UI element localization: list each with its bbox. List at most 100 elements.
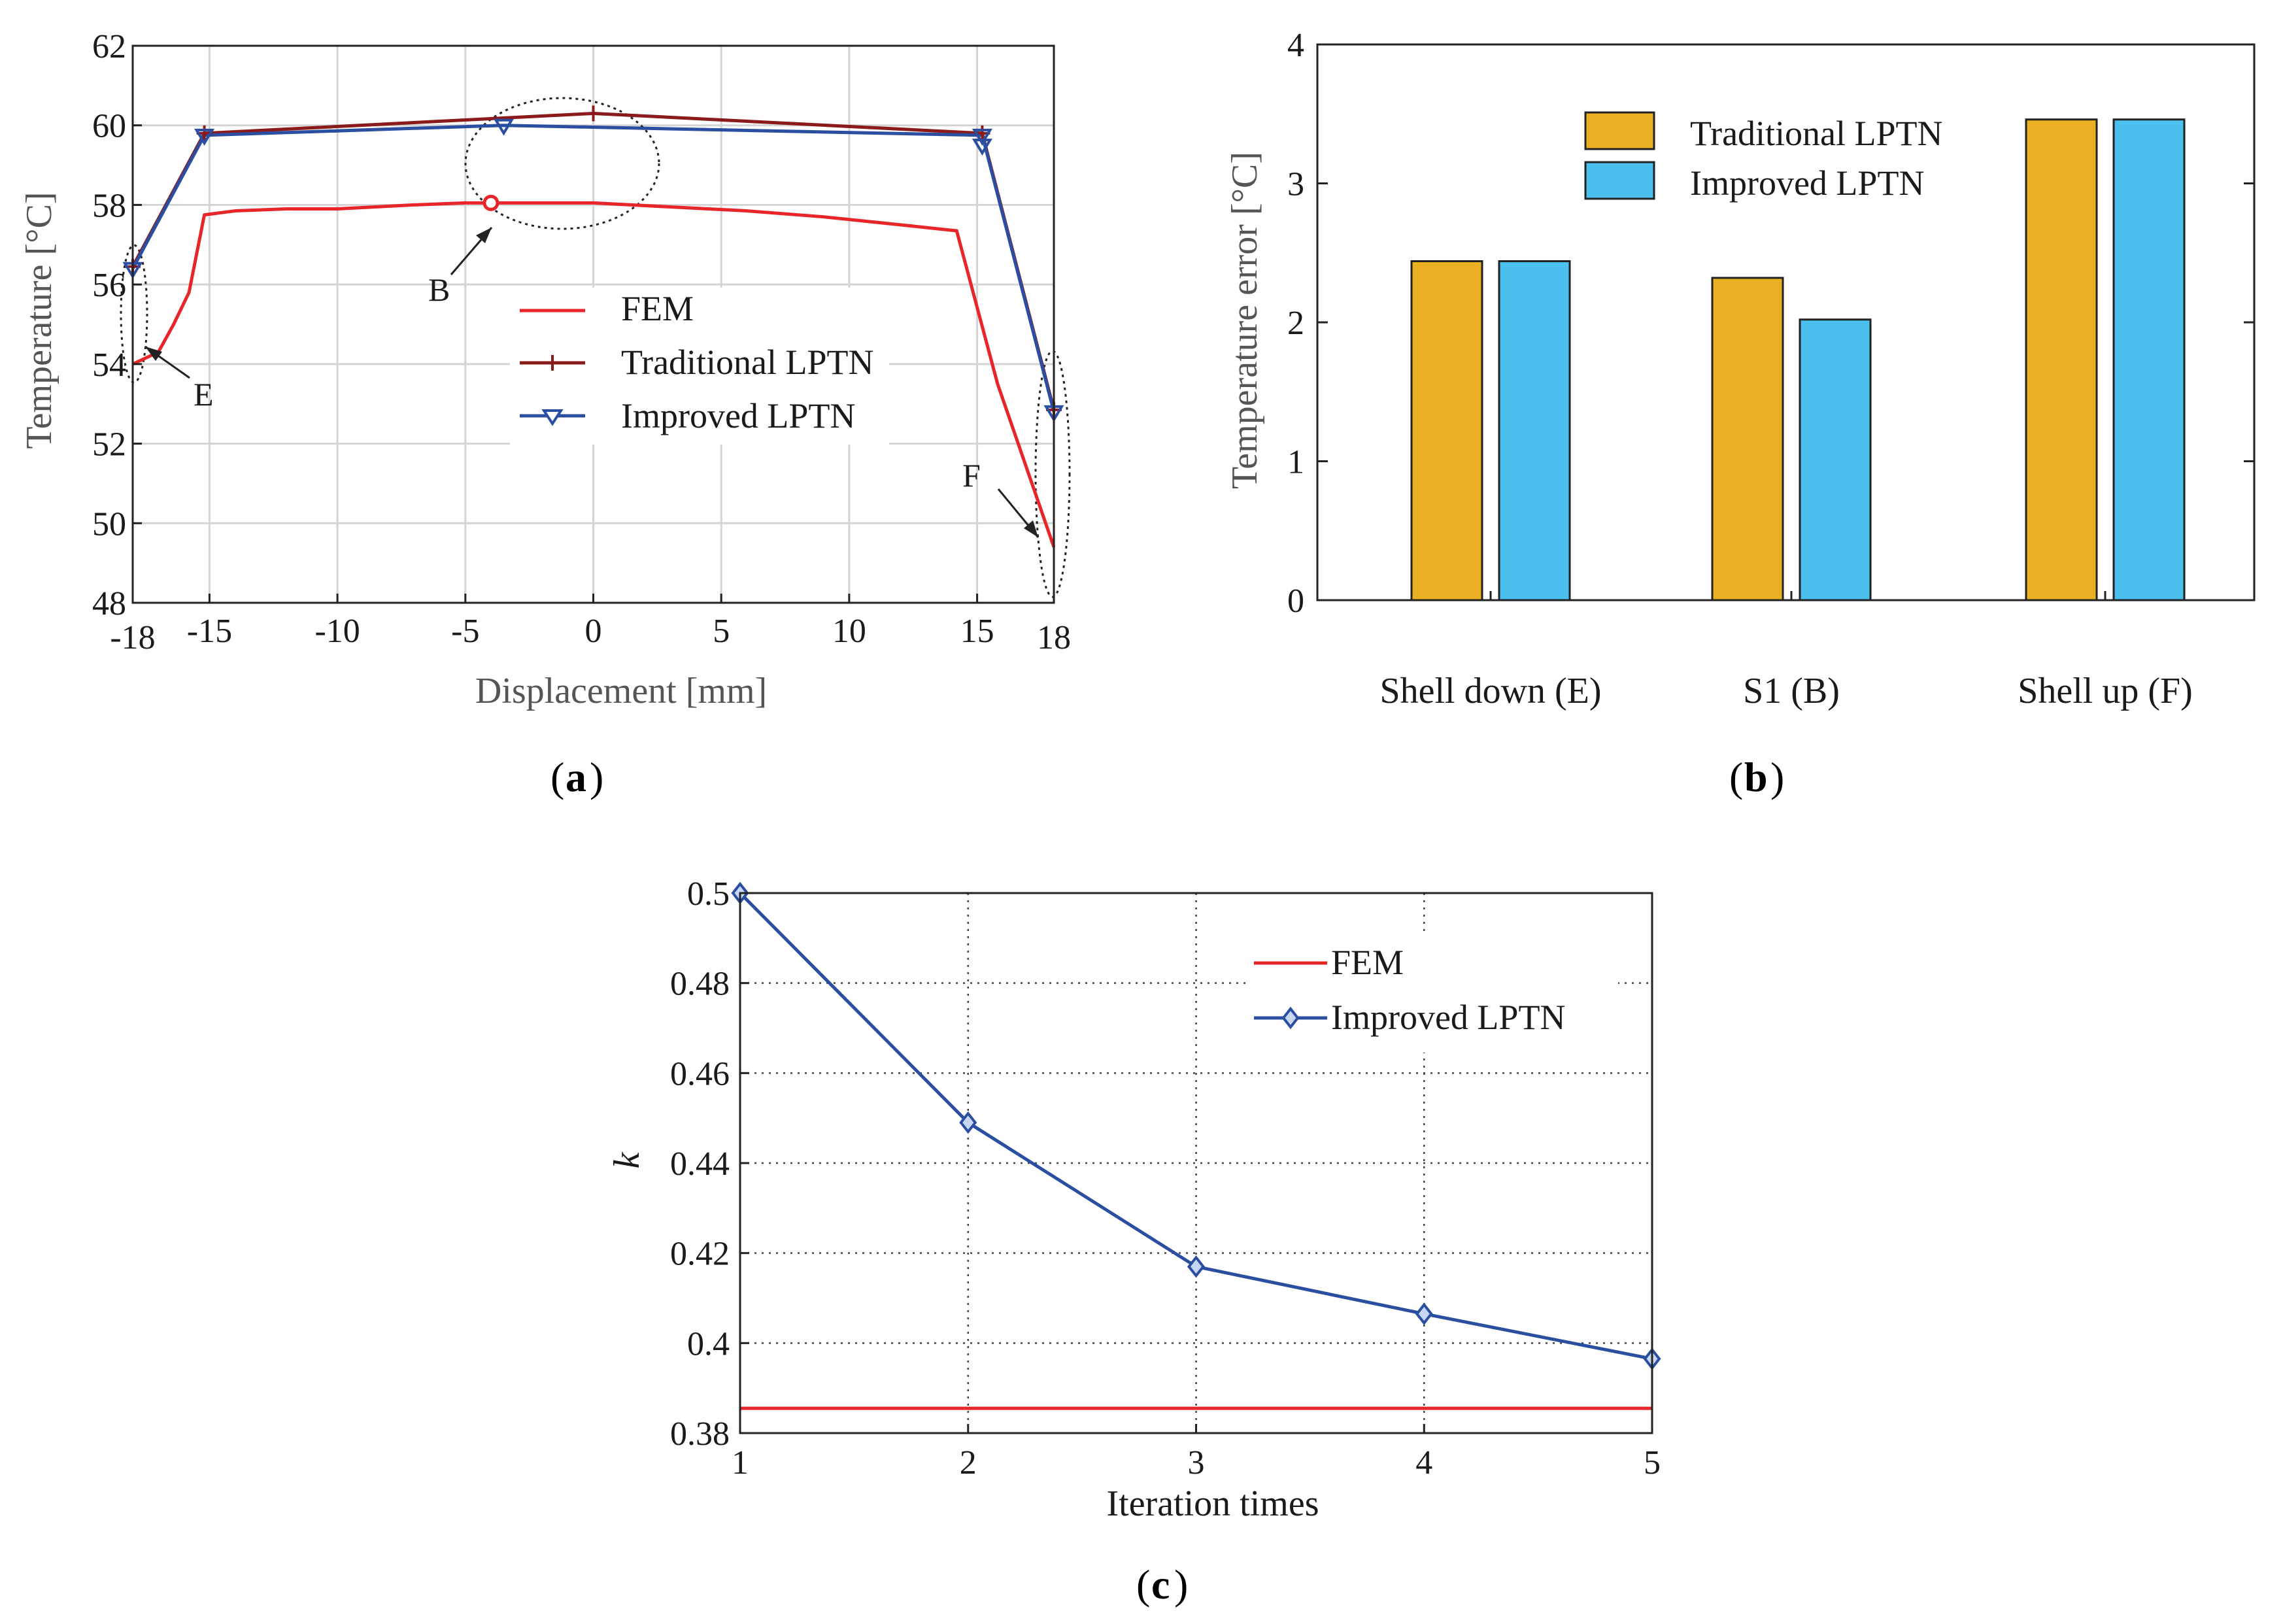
annotation-b: B xyxy=(428,227,493,308)
x-tick-label: -15 xyxy=(187,613,232,650)
legend-b-improved: Improved LPTN xyxy=(1690,163,1924,203)
category-label: S1 (B) xyxy=(1743,671,1840,711)
y-tick-label: 0 xyxy=(1287,583,1304,620)
annotation-b-label: B xyxy=(428,271,450,308)
y-tick-label: 56 xyxy=(92,267,126,304)
panel-a-xlabel: Displacement [mm] xyxy=(475,671,767,711)
panel-c-xlabel: Iteration times xyxy=(1106,1483,1319,1524)
series-line-0 xyxy=(131,201,1056,548)
svg-text:): ) xyxy=(590,754,603,800)
legend-c-fem: FEM xyxy=(1331,943,1404,982)
panel-c-ylabel: k xyxy=(607,1151,647,1168)
x-tick-label: 1 xyxy=(732,1444,749,1481)
svg-text:(: ( xyxy=(1729,754,1743,800)
svg-text:(: ( xyxy=(550,754,564,800)
caption-a-letter: a xyxy=(566,754,586,800)
svg-text:): ) xyxy=(1174,1561,1188,1608)
bar xyxy=(2025,118,2098,601)
panel-b-legend: Traditional LPTN Improved LPTN xyxy=(1584,111,1943,203)
annotation-f-label: F xyxy=(962,457,981,494)
triangle-marker xyxy=(972,128,992,146)
caption-b: ( b ) xyxy=(1729,754,1784,800)
panel-b-category-labels: Shell down (E) S1 (B) Shell up (F) xyxy=(1379,671,2192,711)
legend-b-improved-swatch xyxy=(1584,161,1655,200)
legend-a-improved: Improved LPTN xyxy=(621,396,855,435)
bar xyxy=(1410,260,1483,601)
legend-b-traditional: Traditional LPTN xyxy=(1690,114,1943,153)
x-tick-label: 5 xyxy=(713,613,730,650)
caption-c-letter: c xyxy=(1151,1561,1170,1608)
panel-a-legend: FEM Traditional LPTN Improved LPTN xyxy=(510,288,889,445)
y-tick-label: 0.4 xyxy=(687,1325,730,1362)
panel-b-ylabel: Temperature error [°C] xyxy=(1225,152,1265,489)
y-tick-label: 0.5 xyxy=(687,875,730,913)
panel-a-ticks: -18 -15 -10 -5 0 5 10 15 18 48 50 52 54 56 58 60 62 xyxy=(92,28,1071,656)
triangle-marker xyxy=(493,118,515,136)
x-tick-label: -10 xyxy=(314,613,360,650)
x-tick-label: -5 xyxy=(451,613,479,650)
y-tick-label: 50 xyxy=(92,505,126,543)
panel-c-legend: FEM Improved LPTN xyxy=(1245,932,1618,1053)
y-tick-label: 0.44 xyxy=(670,1145,730,1183)
x-tick-label: 4 xyxy=(1415,1444,1432,1481)
y-tick-label: 58 xyxy=(92,187,126,224)
x-tick-label: 10 xyxy=(832,613,866,650)
ellipse-f xyxy=(1034,350,1071,598)
annotation-e-label: E xyxy=(194,376,214,413)
y-tick-label: 0.38 xyxy=(670,1415,730,1453)
x-tick-label: 3 xyxy=(1188,1444,1205,1481)
y-tick-label: 0.46 xyxy=(670,1055,730,1092)
series-line-2 xyxy=(131,124,1056,413)
annotation-e: E xyxy=(144,345,214,413)
diamond-marker xyxy=(959,1111,977,1134)
y-tick-label: 1 xyxy=(1287,444,1304,481)
legend-c-diamond-marker xyxy=(1281,1006,1300,1030)
panel-b-ticks: 0 1 2 3 4 xyxy=(1287,27,2254,620)
x-tick-label: -18 xyxy=(110,619,155,656)
legend-a-fem: FEM xyxy=(621,289,694,328)
x-tick-label: 2 xyxy=(960,1444,977,1481)
category-label: Shell down (E) xyxy=(1379,671,1601,711)
x-tick-label: 0 xyxy=(585,613,602,650)
y-tick-label: 60 xyxy=(92,108,126,145)
diamond-marker xyxy=(1415,1302,1433,1325)
ellipse-e xyxy=(120,244,148,384)
panel-b-bars xyxy=(1410,118,2186,601)
panel-a-ylabel: Temperature [°C] xyxy=(19,192,59,448)
panel-c: 1 2 3 4 5 0.38 0.4 0.42 0.44 0.46 0.48 0.5 FEM Impr… xyxy=(607,875,1661,1608)
x-tick-label: 15 xyxy=(960,613,994,650)
legend-a-plus-marker xyxy=(545,355,560,371)
x-tick-label: 18 xyxy=(1037,619,1071,656)
highlight-marker xyxy=(482,194,499,211)
panel-a-annotation-ellipses xyxy=(120,97,1071,598)
bar xyxy=(1711,277,1784,601)
legend-background xyxy=(1245,932,1618,1053)
legend-c-improved: Improved LPTN xyxy=(1331,998,1565,1037)
triangle-marker xyxy=(194,128,215,146)
ellipse-b xyxy=(464,97,660,230)
panel-b: 0 1 2 3 4 Shell down (E) S1 (B) Shell up (F) T… xyxy=(1225,27,2256,800)
caption-a: ( a ) xyxy=(550,754,603,800)
diamond-marker xyxy=(1187,1255,1206,1278)
caption-b-letter: b xyxy=(1744,754,1768,800)
y-tick-label: 54 xyxy=(92,347,126,384)
svg-text:(: ( xyxy=(1136,1561,1150,1608)
y-tick-label: 0.42 xyxy=(670,1236,730,1273)
x-tick-label: 5 xyxy=(1644,1444,1661,1481)
y-tick-label: 48 xyxy=(92,585,126,622)
legend-background xyxy=(510,288,889,445)
y-tick-label: 4 xyxy=(1287,27,1304,64)
category-label: Shell up (F) xyxy=(2018,671,2193,711)
y-tick-label: 0.48 xyxy=(670,966,730,1003)
y-tick-label: 62 xyxy=(92,28,126,65)
bar xyxy=(2112,118,2186,601)
y-tick-label: 52 xyxy=(92,426,126,464)
y-tick-label: 3 xyxy=(1287,166,1304,203)
triangle-marker xyxy=(972,139,992,156)
y-tick-label: 2 xyxy=(1287,305,1304,342)
legend-b-traditional-swatch xyxy=(1584,111,1655,150)
bar xyxy=(1799,318,1872,601)
legend-a-traditional: Traditional LPTN xyxy=(621,343,874,382)
